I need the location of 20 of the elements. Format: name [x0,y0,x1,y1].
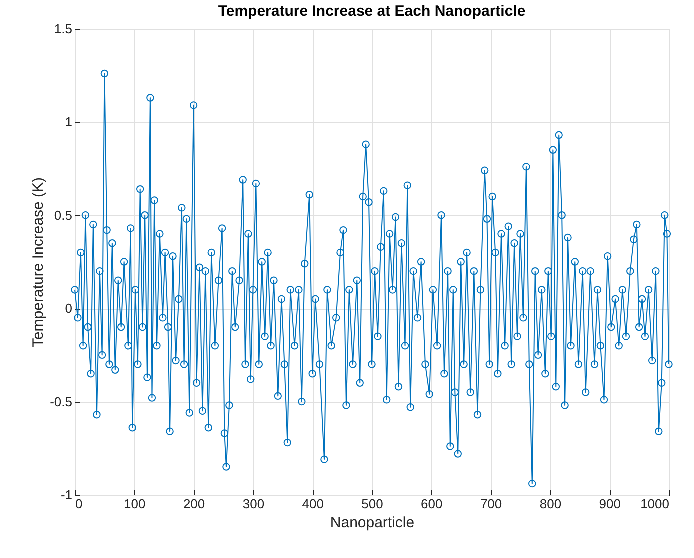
x-tick-label: 300 [242,496,265,512]
x-tick-label: 800 [540,496,562,512]
x-tick-label: 100 [124,496,146,512]
x-tick-label: 0 [76,496,83,512]
y-tick-label: 1 [65,114,72,130]
x-tick-label: 900 [599,496,621,512]
x-tick-label: 1000 [640,496,670,512]
y-tick-label: 1.5 [54,22,72,36]
y-tick-label: 0 [65,301,72,316]
x-tick-label: 200 [183,496,206,512]
y-tick-label: 0.5 [54,208,72,223]
y-axis-title: Temperature Increase (K) [30,177,48,348]
x-tick-label: 400 [302,496,324,512]
x-tick-label: 600 [421,496,443,512]
y-tick-label: -0.5 [50,394,72,410]
chart-title: Temperature Increase at Each Nanoparticle [218,3,526,20]
x-tick-label: 700 [480,496,502,512]
y-tick-label: -1 [60,488,72,502]
x-tick-label: 500 [362,496,384,512]
x-axis-title: Nanoparticle [330,514,415,532]
